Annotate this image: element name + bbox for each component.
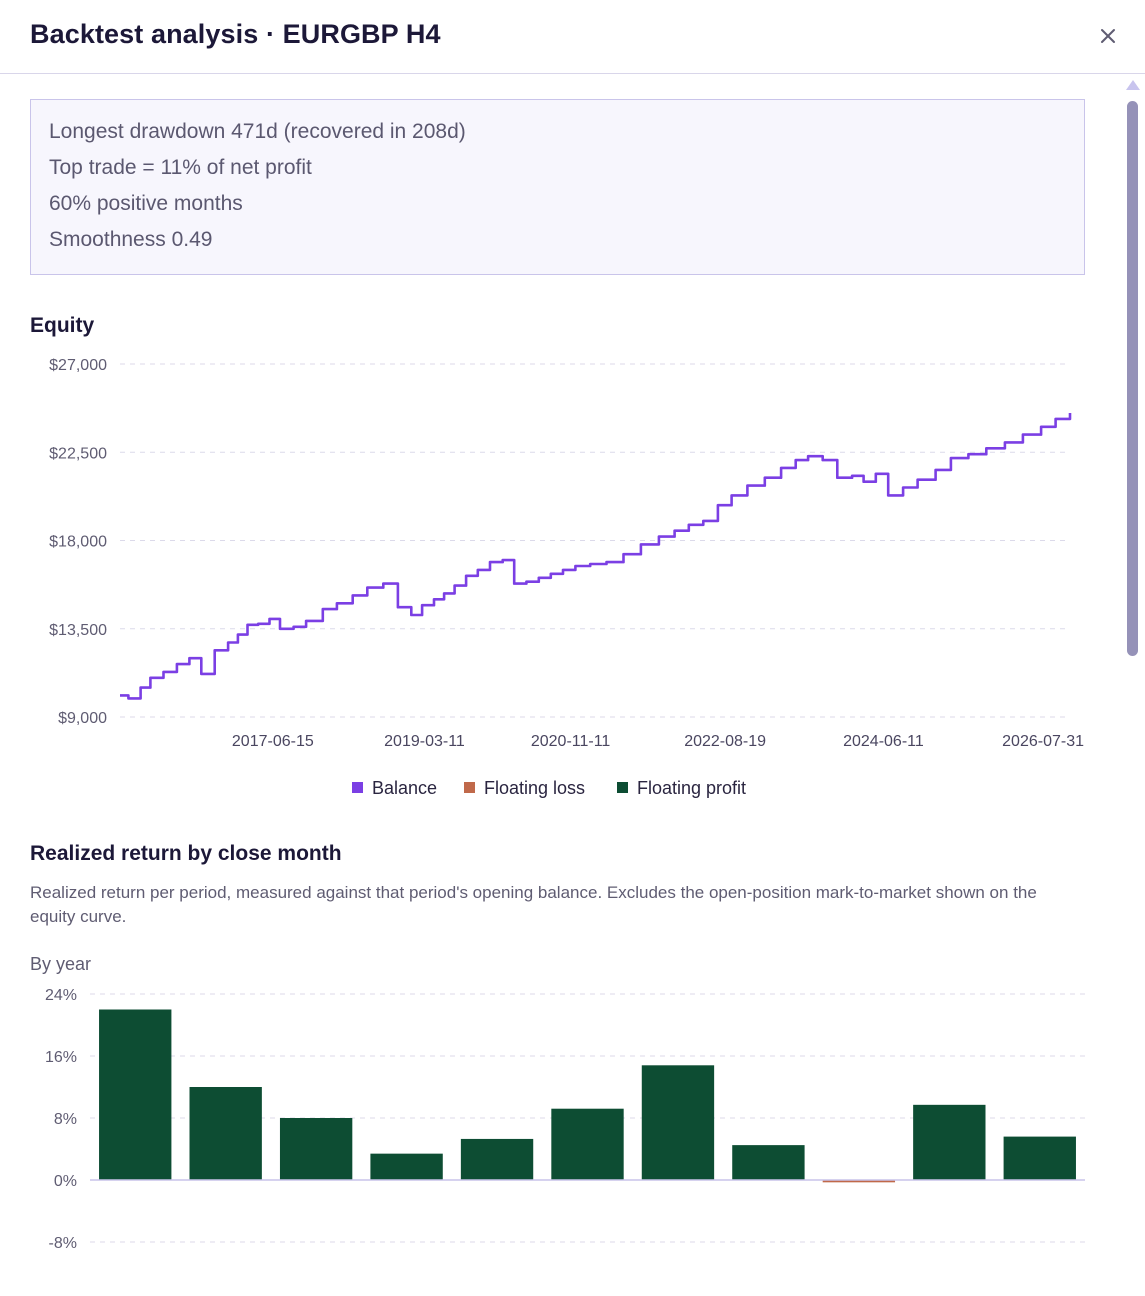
bar-y-tick-label: 16% xyxy=(45,1049,77,1066)
summary-positive-months: 60% positive months xyxy=(49,192,243,215)
returns-title: Realized return by close month xyxy=(30,842,342,865)
returns-bar-chart: 24%16%8%0%-8%201620172018201920202021202… xyxy=(45,987,1085,1252)
equity-y-tick-label: $18,000 xyxy=(49,534,107,551)
returns-description: Realized return per period, measured aga… xyxy=(30,883,1037,926)
equity-y-tick-label: $13,500 xyxy=(49,622,107,639)
equity-chart: $27,000 $22,500 $18,000 $13,500 $9,000 2017-0… xyxy=(49,357,1084,750)
bar-2023 xyxy=(732,1145,805,1180)
bar-2025 xyxy=(913,1104,986,1180)
equity-title: Equity xyxy=(30,314,95,337)
bar-2020 xyxy=(460,1138,534,1180)
dialog-header: Backtest analysis · EURGBP H4 xyxy=(0,0,1145,74)
bar-2018 xyxy=(279,1118,353,1180)
bar-2021 xyxy=(551,1108,624,1180)
equity-x-tick-label: 2026-07-31 xyxy=(1002,733,1084,750)
scroll-up-arrow-icon[interactable] xyxy=(1126,80,1140,90)
legend-floating-loss-swatch xyxy=(464,782,475,793)
equity-x-tick-label: 2024-06-11 xyxy=(843,733,924,750)
legend-balance-swatch xyxy=(352,782,363,793)
dialog-body: Longest drawdown 471d (recovered in 208d… xyxy=(0,75,1120,1296)
legend-balance-label: Balance xyxy=(372,778,438,798)
bar-2026 xyxy=(1003,1136,1076,1180)
equity-y-tick-label: $9,000 xyxy=(58,710,107,727)
legend-floating-profit[interactable]: Floating profit xyxy=(617,778,746,799)
equity-x-tick-label: 2019-03-11 xyxy=(384,733,465,750)
bar-2016 xyxy=(99,1009,172,1180)
bar-2019 xyxy=(370,1153,443,1180)
scrollbar-thumb[interactable] xyxy=(1127,101,1138,656)
bar-y-tick-label: 0% xyxy=(54,1173,77,1190)
dialog-title: Backtest analysis · EURGBP H4 xyxy=(30,19,441,49)
summary-panel: Longest drawdown 471d (recovered in 208d… xyxy=(30,99,1085,275)
equity-legend: Balance Floating loss Floating profit xyxy=(0,778,1120,804)
close-icon[interactable] xyxy=(1094,22,1122,50)
equity-y-tick-label: $22,500 xyxy=(49,445,107,462)
legend-floating-loss-label: Floating loss xyxy=(484,778,586,798)
bar-2024 xyxy=(822,1180,896,1183)
legend-floating-profit-swatch xyxy=(617,782,628,793)
bar-y-tick-label: -8% xyxy=(49,1235,77,1252)
bar-y-tick-label: 24% xyxy=(45,987,77,1004)
equity-x-tick-label: 2022-08-19 xyxy=(684,733,766,750)
returns-by-year-heading: By year xyxy=(30,954,92,974)
bar-y-tick-label: 8% xyxy=(54,1111,77,1128)
legend-floating-loss[interactable]: Floating loss xyxy=(464,778,585,799)
summary-top-trade: Top trade = 11% of net profit xyxy=(49,156,312,179)
legend-balance[interactable]: Balance xyxy=(352,778,437,799)
equity-y-tick-label: $27,000 xyxy=(49,357,107,374)
bar-2022 xyxy=(641,1065,715,1180)
equity-x-tick-label: 2020-11-11 xyxy=(531,733,611,750)
bar-2017 xyxy=(189,1087,262,1180)
summary-smoothness: Smoothness 0.49 xyxy=(49,228,213,251)
equity-x-tick-label: 2017-06-15 xyxy=(232,733,314,750)
equity-balance-line xyxy=(120,413,1072,700)
legend-floating-profit-label: Floating profit xyxy=(637,778,747,798)
summary-drawdown: Longest drawdown 471d (recovered in 208d… xyxy=(49,120,466,143)
